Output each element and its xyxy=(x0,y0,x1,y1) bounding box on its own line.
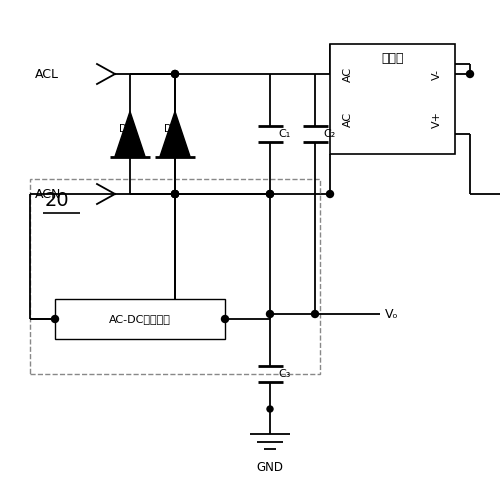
Circle shape xyxy=(266,310,274,318)
Polygon shape xyxy=(115,111,145,157)
Text: ACL: ACL xyxy=(35,68,59,81)
Text: Vₒ: Vₒ xyxy=(385,307,398,321)
Text: C₃: C₃ xyxy=(278,369,290,379)
Text: AC-DC转换单元: AC-DC转换单元 xyxy=(109,314,171,324)
Circle shape xyxy=(172,191,178,198)
Bar xyxy=(330,44,455,154)
Circle shape xyxy=(222,316,228,323)
Text: ACN: ACN xyxy=(35,187,62,201)
Polygon shape xyxy=(160,111,190,157)
Bar xyxy=(30,179,320,374)
Circle shape xyxy=(172,191,178,198)
Text: D₂: D₂ xyxy=(164,124,176,134)
Circle shape xyxy=(172,71,178,78)
Circle shape xyxy=(312,310,318,318)
Circle shape xyxy=(326,191,334,198)
Circle shape xyxy=(466,71,473,78)
Circle shape xyxy=(172,71,178,78)
Text: AC: AC xyxy=(343,67,353,82)
Circle shape xyxy=(267,406,273,412)
Bar xyxy=(55,299,225,339)
Circle shape xyxy=(266,191,274,198)
Text: AC: AC xyxy=(343,111,353,127)
Circle shape xyxy=(52,316,59,323)
Text: V+: V+ xyxy=(432,110,442,128)
Circle shape xyxy=(172,191,178,198)
Text: 整流桥: 整流桥 xyxy=(382,52,404,66)
Text: D₁: D₁ xyxy=(119,124,131,134)
Text: C₂: C₂ xyxy=(323,129,335,139)
Text: 20: 20 xyxy=(45,192,70,211)
Text: GND: GND xyxy=(256,461,283,474)
Text: C₁: C₁ xyxy=(278,129,290,139)
Text: V-: V- xyxy=(432,69,442,80)
Circle shape xyxy=(266,191,274,198)
